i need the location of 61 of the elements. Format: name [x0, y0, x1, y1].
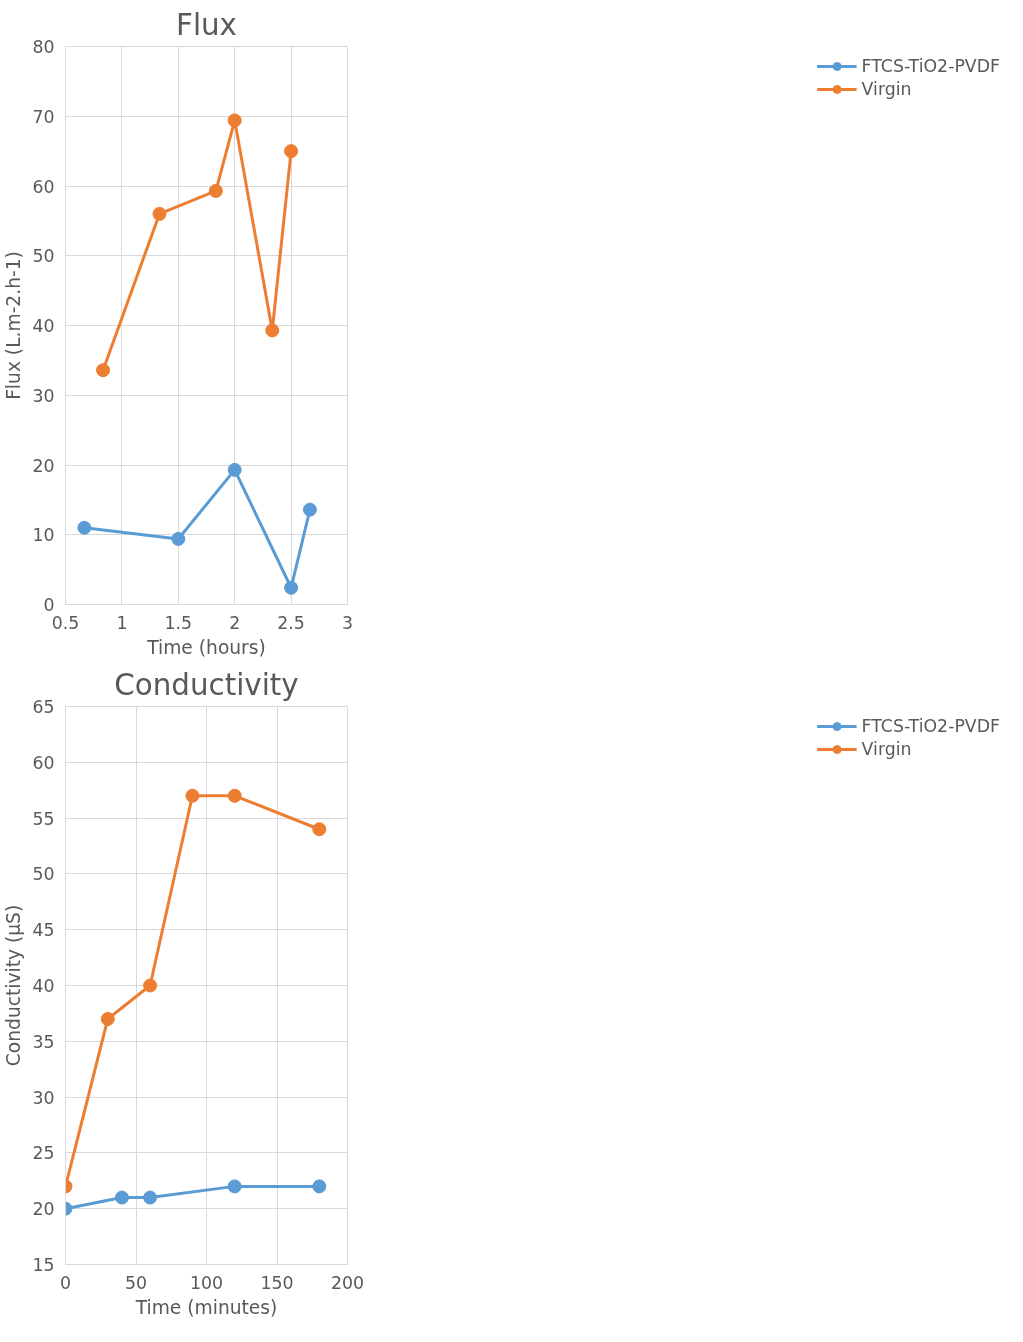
point — [143, 978, 158, 993]
point — [185, 788, 200, 803]
y-tick-label: 10 — [32, 525, 55, 546]
legend-label: FTCS-TiO2-PVDF — [861, 716, 1000, 736]
chart-title: Conductivity — [114, 667, 299, 702]
point — [227, 113, 242, 128]
y-tick-label: 20 — [32, 455, 55, 476]
x-tick-label: 50 — [124, 1272, 148, 1293]
y-tick-label: 60 — [32, 752, 55, 773]
y-axis-title: Conductivity (µS) — [3, 904, 25, 1067]
x-tick-label: 0.5 — [51, 612, 80, 633]
point — [227, 1179, 242, 1194]
x-axis-title: Time (hours) — [146, 636, 266, 658]
point — [171, 531, 186, 546]
x-tick-label: 3 — [341, 612, 354, 633]
x-tick-label: 150 — [260, 1272, 294, 1293]
y-tick-label: 55 — [32, 808, 55, 829]
point — [208, 183, 223, 198]
y-tick-label: 65 — [32, 697, 55, 717]
x-axis-title: Time (minutes) — [134, 1296, 278, 1318]
point — [312, 822, 327, 837]
y-tick-label: 35 — [32, 1031, 55, 1052]
y-tick-label: 0 — [43, 595, 55, 615]
point — [96, 363, 111, 378]
point — [227, 788, 242, 803]
x-tick-label: 2 — [229, 612, 241, 633]
x-tick-label: 100 — [189, 1272, 224, 1293]
x-tick-label: 200 — [330, 1272, 365, 1293]
y-tick-label: 30 — [32, 385, 55, 406]
y-tick-label: 70 — [32, 106, 55, 127]
point — [114, 1190, 129, 1205]
point — [143, 1190, 158, 1205]
point — [265, 323, 280, 338]
y-tick-label: 50 — [32, 864, 55, 885]
chart-title: Flux — [176, 7, 237, 42]
x-tick-label: 1.5 — [164, 612, 193, 633]
point — [284, 580, 299, 595]
legend-label: Virgin — [861, 79, 912, 99]
point — [302, 502, 317, 517]
point — [312, 1179, 327, 1194]
y-tick-label: 25 — [32, 1143, 55, 1164]
point — [77, 520, 92, 535]
y-tick-label: 60 — [32, 176, 55, 197]
x-tick-label: 0 — [59, 1272, 72, 1293]
y-tick-label: 40 — [32, 976, 55, 996]
x-tick-label: 2.5 — [277, 612, 305, 633]
legend-label: FTCS-TiO2-PVDF — [861, 56, 1000, 76]
point — [152, 206, 167, 221]
point — [284, 144, 299, 159]
y-tick-label: 20 — [32, 1199, 55, 1220]
y-tick-label: 30 — [32, 1087, 55, 1108]
x-tick-label: 1 — [116, 612, 128, 633]
point — [100, 1011, 115, 1026]
point — [227, 462, 242, 477]
y-axis-title: Flux (L.m-2.h-1) — [3, 251, 25, 400]
y-tick-label: 80 — [32, 37, 55, 57]
y-tick-label: 50 — [32, 246, 55, 267]
y-tick-label: 40 — [32, 316, 55, 336]
y-tick-label: 15 — [32, 1255, 55, 1275]
y-tick-label: 45 — [32, 920, 55, 941]
legend-label: Virgin — [861, 739, 912, 759]
